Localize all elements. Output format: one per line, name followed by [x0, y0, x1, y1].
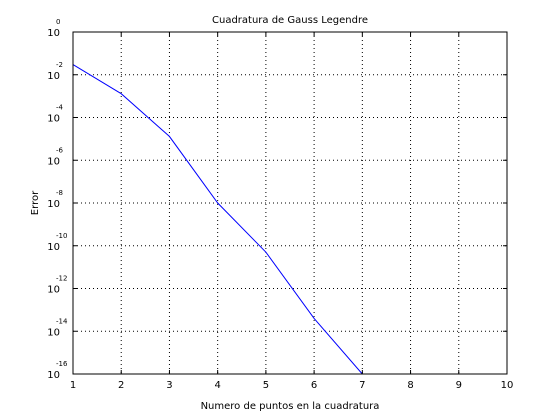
y-tick-label-base: 10: [47, 156, 60, 167]
series-line: [72, 64, 411, 375]
y-tick-label-base: 10: [47, 28, 60, 39]
x-tick-label: 8: [407, 380, 413, 391]
x-tick-label: 7: [359, 380, 365, 391]
x-tick-label: 4: [214, 380, 220, 391]
y-tick-label-base: 10: [47, 370, 60, 381]
tick-layer: 1 2 3 4 5 6 7 8 9 10 10 0 10 -2 10 -4 10 -6 10 -8 10 -10 10 -12…: [47, 18, 513, 391]
y-tick-label-exponent: -12: [56, 275, 67, 283]
y-tick-label-base: 10: [47, 71, 60, 82]
y-tick-label-base: 10: [47, 114, 60, 125]
x-tick-label: 10: [501, 380, 514, 391]
y-tick-label-exponent: -2: [56, 61, 63, 69]
x-tick-label: 6: [311, 380, 317, 391]
y-tick-label-exponent: -6: [56, 146, 64, 154]
y-tick-label-exponent: -10: [56, 232, 67, 240]
y-tick-label-exponent: -14: [56, 317, 68, 325]
grid-layer: [73, 32, 507, 374]
x-tick-label: 1: [70, 380, 76, 391]
y-tick-label-base: 10: [47, 327, 60, 338]
y-tick-label-exponent: -16: [56, 360, 68, 368]
x-tick-label: 9: [456, 380, 462, 391]
series-layer: [72, 64, 411, 375]
y-tick-label-exponent: -4: [56, 104, 64, 112]
x-axis-label: Numero de puntos en la cuadratura: [201, 401, 380, 412]
y-tick-label-base: 10: [47, 285, 60, 296]
y-tick-label-exponent: 0: [56, 18, 60, 26]
y-tick-label-base: 10: [47, 242, 60, 253]
y-axis-label: Error: [30, 190, 41, 215]
x-tick-label: 5: [263, 380, 269, 391]
y-tick-label-exponent: -8: [56, 189, 63, 197]
x-tick-label: 2: [118, 380, 124, 391]
chart-title: Cuadratura de Gauss Legendre: [212, 15, 368, 26]
x-tick-label: 3: [166, 380, 172, 391]
y-tick-label-base: 10: [47, 199, 60, 210]
